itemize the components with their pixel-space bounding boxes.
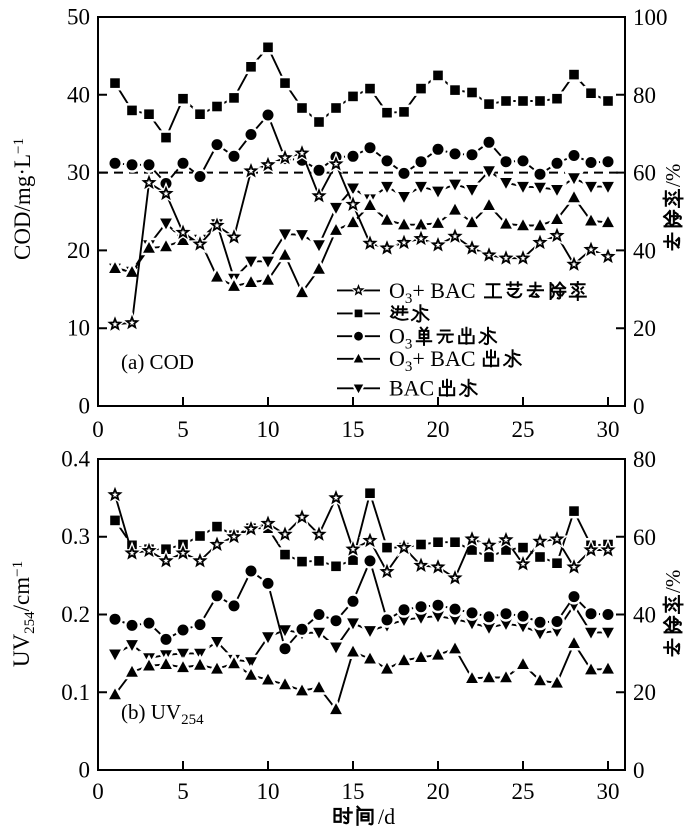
- svg-text:80: 80: [633, 447, 656, 472]
- svg-text:80: 80: [633, 83, 656, 108]
- svg-text:100: 100: [633, 5, 668, 30]
- svg-text:0: 0: [92, 779, 104, 804]
- svg-text:60: 60: [633, 525, 656, 550]
- svg-text:15: 15: [342, 779, 365, 804]
- svg-text:20: 20: [633, 316, 656, 341]
- svg-text:25: 25: [512, 779, 535, 804]
- svg-text:60: 60: [633, 161, 656, 186]
- svg-text:5: 5: [177, 417, 189, 442]
- svg-text:0: 0: [79, 394, 91, 419]
- svg-text:20: 20: [633, 680, 656, 705]
- svg-text:20: 20: [427, 417, 450, 442]
- svg-text:O3+ BAC: O3+ BAC: [389, 346, 476, 375]
- svg-text:0: 0: [79, 758, 91, 783]
- svg-text:30: 30: [597, 417, 620, 442]
- svg-text:30: 30: [597, 779, 620, 804]
- svg-text:0.3: 0.3: [61, 524, 90, 549]
- svg-text:10: 10: [67, 316, 90, 341]
- svg-text:0.1: 0.1: [61, 680, 90, 705]
- svg-text:10: 10: [257, 779, 280, 804]
- svg-text:(a) COD: (a) COD: [121, 350, 194, 374]
- svg-text:0: 0: [633, 394, 645, 419]
- svg-text:40: 40: [67, 82, 90, 107]
- svg-text:O3+ BAC: O3+ BAC: [389, 278, 476, 307]
- svg-text:30: 30: [67, 160, 90, 185]
- svg-text:5: 5: [177, 779, 189, 804]
- svg-text:15: 15: [342, 417, 365, 442]
- svg-text:10: 10: [257, 417, 280, 442]
- svg-text:/%: /%: [661, 164, 685, 187]
- svg-text:0: 0: [92, 417, 104, 442]
- svg-text:0: 0: [633, 758, 645, 783]
- svg-text:0.4: 0.4: [61, 447, 90, 472]
- svg-text:/%: /%: [661, 570, 685, 593]
- svg-text:20: 20: [67, 238, 90, 263]
- svg-text:COD/mg·L−1: COD/mg·L−1: [10, 138, 35, 260]
- svg-text:50: 50: [67, 5, 90, 30]
- svg-text:40: 40: [633, 238, 656, 263]
- svg-text:40: 40: [633, 603, 656, 628]
- svg-text:0.2: 0.2: [61, 602, 90, 627]
- svg-text:BAC: BAC: [389, 376, 434, 401]
- svg-text:25: 25: [512, 417, 535, 442]
- svg-text:/d: /d: [378, 804, 395, 829]
- svg-text:20: 20: [427, 779, 450, 804]
